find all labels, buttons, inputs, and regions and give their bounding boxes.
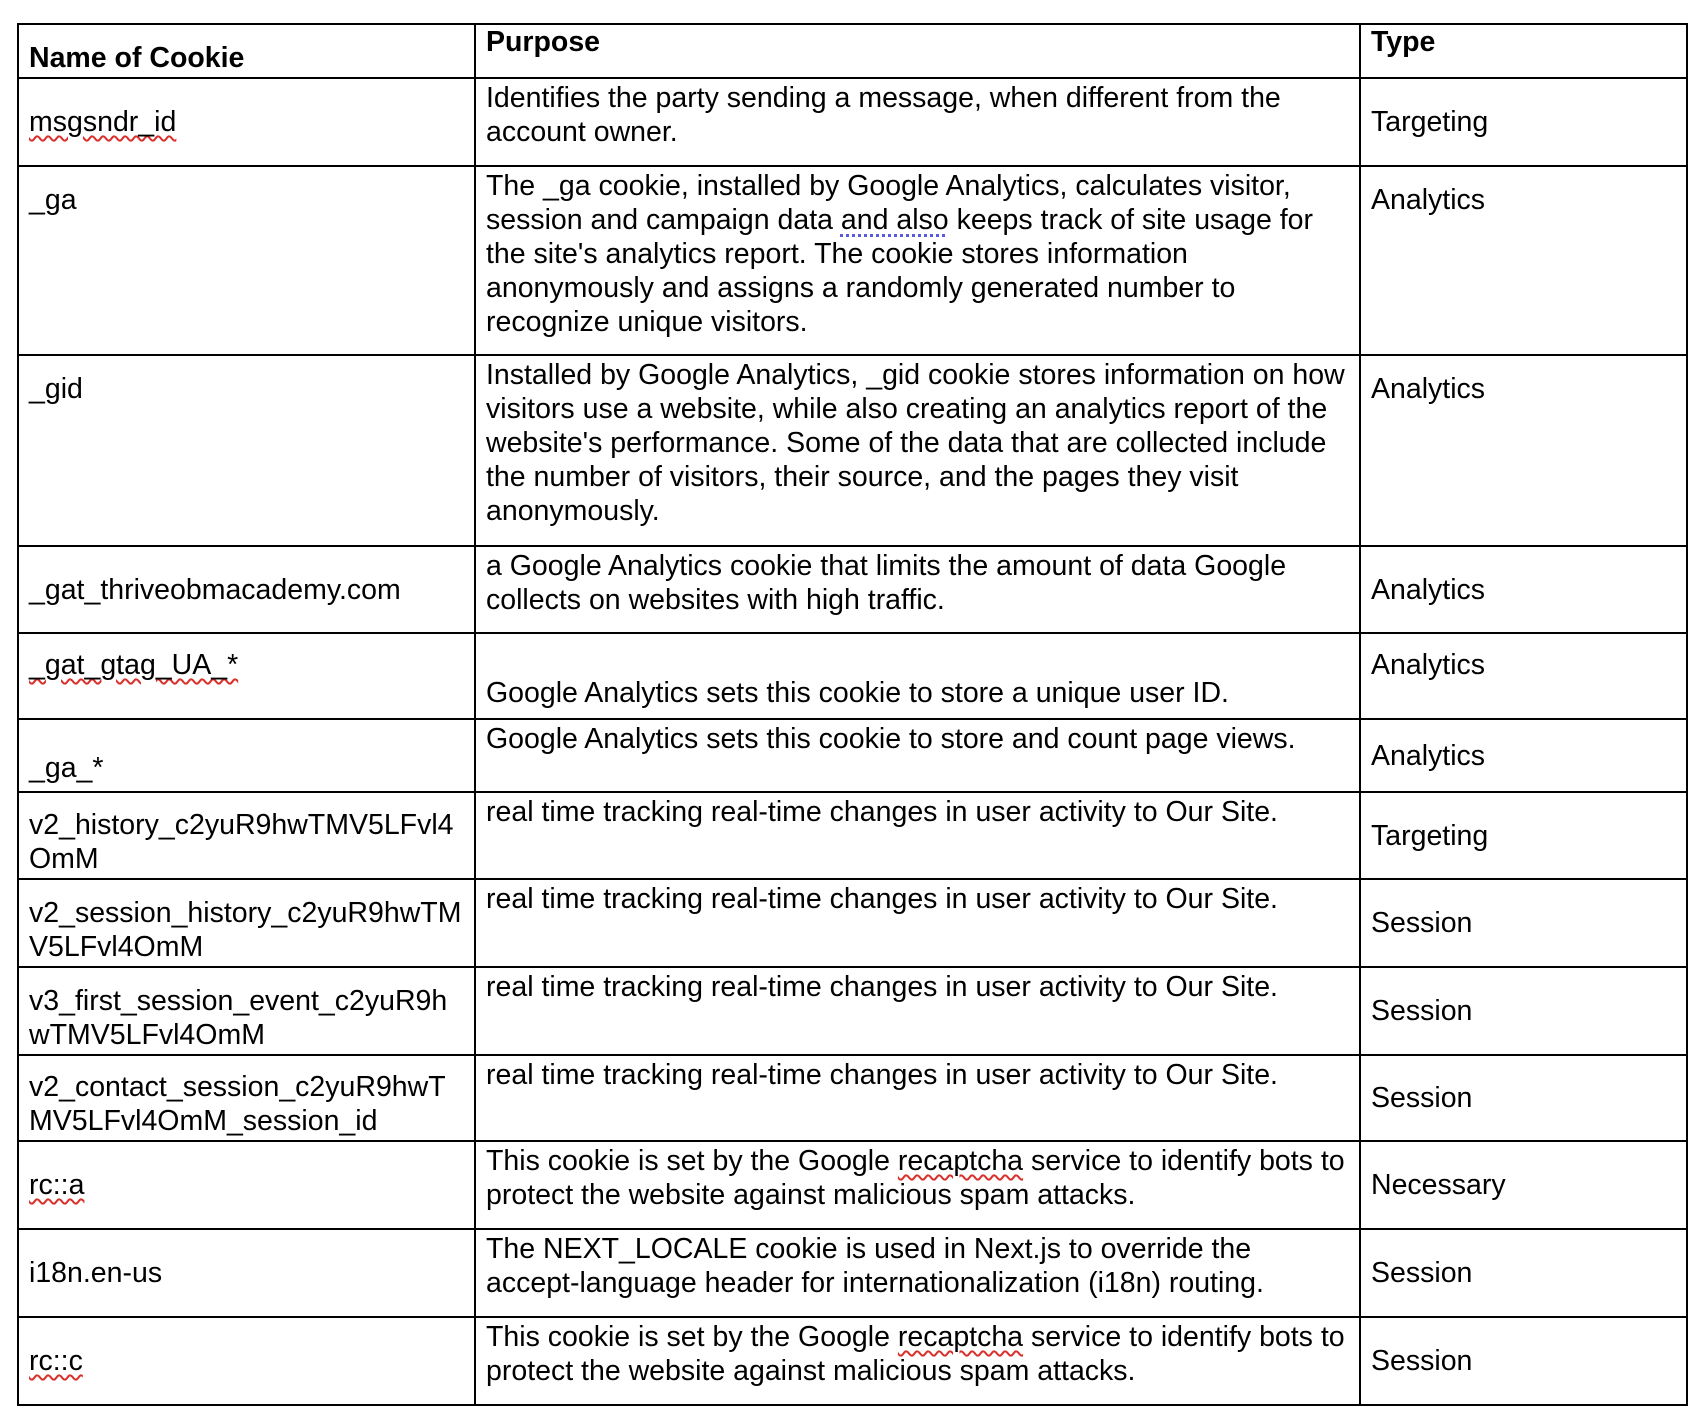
table-row: v2_contact_session_c2yuR9hwTMV5LFvl4OmM_…	[17, 1054, 1688, 1142]
cookie-purpose: The _ga cookie, installed by Google Anal…	[474, 165, 1361, 356]
table-row: rc::a This cookie is set by the Google r…	[17, 1140, 1688, 1230]
table-row: rc::c This cookie is set by the Google r…	[17, 1316, 1688, 1406]
header-row: Name of Cookie Purpose Type	[17, 23, 1688, 79]
table-row: _gat_gtag_UA_* Google Analytics sets thi…	[17, 632, 1688, 720]
cookie-type: Session	[1359, 878, 1688, 968]
cookie-purpose: real time tracking real-time changes in …	[474, 878, 1361, 968]
cookie-purpose: real time tracking real-time changes in …	[474, 791, 1361, 880]
cookie-name: v3_first_session_event_c2yuR9hwTMV5LFvl4…	[17, 966, 476, 1056]
cookie-type: Targeting	[1359, 77, 1688, 167]
cookie-purpose: real time tracking real-time changes in …	[474, 966, 1361, 1056]
cookie-purpose: The NEXT_LOCALE cookie is used in Next.j…	[474, 1228, 1361, 1318]
cookie-name: _ga_*	[17, 718, 476, 793]
table-row: _ga_* Google Analytics sets this cookie …	[17, 718, 1688, 793]
cookie-purpose: Google Analytics sets this cookie to sto…	[474, 632, 1361, 720]
table-row: v2_history_c2yuR9hwTMV5LFvl4OmM real tim…	[17, 791, 1688, 880]
cookie-name: rc::a	[29, 1169, 85, 1201]
table-row: _ga The _ga cookie, installed by Google …	[17, 165, 1688, 356]
table-row: msgsndr_id Identifies the party sending …	[17, 77, 1688, 167]
cookie-name: rc::c	[29, 1345, 83, 1377]
table-row: v3_first_session_event_c2yuR9hwTMV5LFvl4…	[17, 966, 1688, 1056]
cookie-type: Session	[1359, 1054, 1688, 1142]
cookie-type: Session	[1359, 966, 1688, 1056]
cookie-name: v2_history_c2yuR9hwTMV5LFvl4OmM	[17, 791, 476, 880]
cookie-type: Session	[1359, 1228, 1688, 1318]
cookie-type: Targeting	[1359, 791, 1688, 880]
cookie-purpose: a Google Analytics cookie that limits th…	[474, 545, 1361, 634]
cookie-name: msgsndr_id	[29, 106, 177, 138]
cookie-type: Analytics	[1359, 165, 1688, 356]
cookie-purpose: Identifies the party sending a message, …	[474, 77, 1361, 167]
cookie-table: Name of Cookie Purpose Type msgsndr_id I…	[17, 23, 1688, 1406]
cookie-name: _gat_thriveobmacademy.com	[17, 545, 476, 634]
cookie-purpose: This cookie is set by the Google recaptc…	[474, 1316, 1361, 1406]
cookie-purpose: real time tracking real-time changes in …	[474, 1054, 1361, 1142]
cookie-type: Analytics	[1359, 718, 1688, 793]
cookie-name: _ga	[17, 165, 476, 356]
cookie-purpose: Google Analytics sets this cookie to sto…	[474, 718, 1361, 793]
table-row: i18n.en-us The NEXT_LOCALE cookie is use…	[17, 1228, 1688, 1318]
cookie-name: _gid	[17, 354, 476, 547]
cookie-name: v2_contact_session_c2yuR9hwTMV5LFvl4OmM_…	[17, 1054, 476, 1142]
table-row: _gid Installed by Google Analytics, _gid…	[17, 354, 1688, 547]
table-row: v2_session_history_c2yuR9hwTMV5LFvl4OmM …	[17, 878, 1688, 968]
cookie-type: Analytics	[1359, 632, 1688, 720]
table-row: _gat_thriveobmacademy.com a Google Analy…	[17, 545, 1688, 634]
cookie-purpose: This cookie is set by the Google recaptc…	[474, 1140, 1361, 1230]
cookie-type: Session	[1359, 1316, 1688, 1406]
cookie-type: Necessary	[1359, 1140, 1688, 1230]
header-name: Name of Cookie	[17, 23, 476, 79]
cookie-name: _gat_gtag_UA_*	[29, 649, 239, 681]
cookie-name: i18n.en-us	[17, 1228, 476, 1318]
cookie-name: v2_session_history_c2yuR9hwTMV5LFvl4OmM	[17, 878, 476, 968]
cookie-type: Analytics	[1359, 354, 1688, 547]
header-type: Type	[1359, 23, 1688, 79]
cookie-purpose: Installed by Google Analytics, _gid cook…	[474, 354, 1361, 547]
header-purpose: Purpose	[474, 23, 1361, 79]
cookie-type: Analytics	[1359, 545, 1688, 634]
